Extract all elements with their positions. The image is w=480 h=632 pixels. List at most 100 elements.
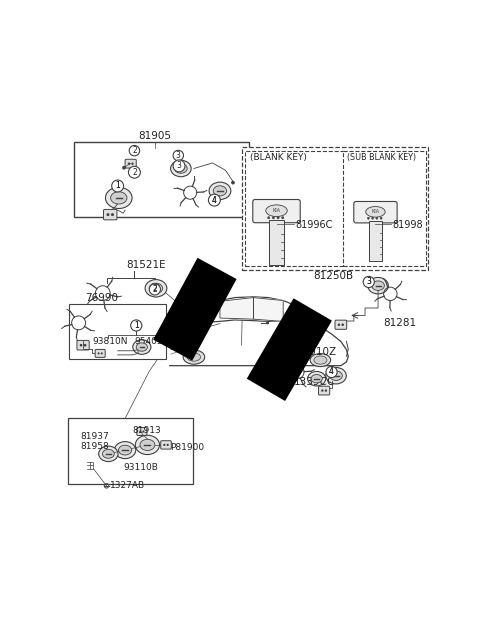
FancyBboxPatch shape [319,386,330,395]
Text: (BLANK KEY): (BLANK KEY) [250,153,307,162]
Bar [344,151,426,266]
Ellipse shape [266,205,287,217]
FancyBboxPatch shape [77,341,89,350]
Ellipse shape [170,161,191,177]
Text: P81900: P81900 [170,443,204,452]
Circle shape [380,217,382,219]
Text: 3: 3 [176,151,181,160]
Ellipse shape [311,375,322,383]
Text: 3: 3 [366,277,371,286]
Ellipse shape [372,281,384,291]
Circle shape [326,367,337,377]
Circle shape [173,160,185,172]
Circle shape [112,180,124,192]
Text: 81998: 81998 [393,220,423,229]
Circle shape [122,166,126,169]
Polygon shape [192,297,305,322]
Text: 4: 4 [329,367,334,377]
Circle shape [266,322,269,324]
Circle shape [112,181,123,191]
Ellipse shape [366,207,385,217]
FancyBboxPatch shape [104,209,117,220]
Circle shape [364,277,373,287]
Circle shape [101,353,103,355]
Text: ②: ② [131,146,138,155]
Ellipse shape [102,449,114,458]
Polygon shape [198,301,220,318]
Text: 93810N: 93810N [93,337,128,346]
Ellipse shape [213,186,227,196]
Ellipse shape [106,187,132,209]
Circle shape [272,217,275,219]
Circle shape [80,344,83,346]
Circle shape [163,444,166,446]
Ellipse shape [326,367,346,384]
Circle shape [84,344,86,346]
Text: 76910Z: 76910Z [296,347,336,357]
Text: 93110B: 93110B [123,463,158,471]
Text: 95405: 95405 [134,337,163,346]
Circle shape [341,324,344,326]
Ellipse shape [183,350,204,364]
Ellipse shape [136,343,147,351]
Text: 81958: 81958 [81,442,109,451]
Polygon shape [247,298,332,401]
Circle shape [129,166,140,178]
Circle shape [324,389,327,392]
Circle shape [143,430,144,432]
Circle shape [231,181,235,185]
Circle shape [376,217,378,219]
Circle shape [363,276,374,288]
FancyBboxPatch shape [161,441,171,449]
FancyBboxPatch shape [335,320,347,329]
Text: 3: 3 [177,161,181,171]
FancyBboxPatch shape [253,200,300,222]
Text: 81521E: 81521E [126,260,166,270]
Text: 1: 1 [134,321,139,330]
Circle shape [131,320,142,331]
Bar [74,142,249,217]
FancyBboxPatch shape [95,349,105,357]
Text: 4: 4 [212,196,217,205]
Polygon shape [220,298,253,319]
Text: 81913: 81913 [132,426,161,435]
Text: 1339CC: 1339CC [294,377,335,387]
Ellipse shape [140,439,155,451]
Text: 3: 3 [366,277,371,286]
Text: 81281: 81281 [383,318,416,328]
Text: 81905: 81905 [138,131,171,142]
Ellipse shape [175,164,187,173]
Circle shape [150,283,160,293]
Polygon shape [269,221,284,265]
Circle shape [131,162,133,165]
Bar [245,151,346,266]
Circle shape [208,194,220,206]
Polygon shape [153,258,237,361]
Ellipse shape [133,340,151,355]
Circle shape [132,320,141,331]
Text: 1327AB: 1327AB [109,482,144,490]
Ellipse shape [308,372,326,386]
FancyBboxPatch shape [354,202,397,223]
Circle shape [149,284,160,295]
Bar [69,304,166,359]
Circle shape [372,217,374,219]
Polygon shape [369,221,382,261]
Polygon shape [253,298,283,322]
Ellipse shape [145,279,167,297]
Circle shape [267,217,270,219]
Circle shape [167,444,169,446]
Ellipse shape [314,356,327,364]
Text: 81250B: 81250B [313,270,353,281]
Text: 2: 2 [132,167,137,177]
Text: 2: 2 [153,285,157,294]
FancyBboxPatch shape [125,159,136,168]
Ellipse shape [209,182,231,200]
Ellipse shape [99,446,118,461]
Circle shape [97,353,100,355]
Text: (SUB BLANK KEY): (SUB BLANK KEY) [347,153,416,162]
Ellipse shape [114,442,136,459]
Ellipse shape [110,191,127,204]
Ellipse shape [135,435,159,454]
Text: 76990: 76990 [85,293,118,303]
